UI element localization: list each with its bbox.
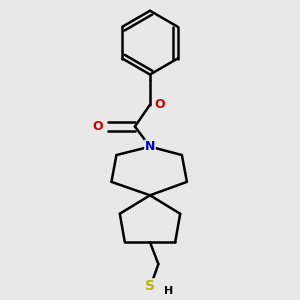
- Text: S: S: [145, 279, 155, 293]
- Text: O: O: [93, 120, 103, 133]
- Text: N: N: [145, 140, 155, 153]
- Text: H: H: [164, 286, 173, 296]
- Text: O: O: [155, 98, 165, 111]
